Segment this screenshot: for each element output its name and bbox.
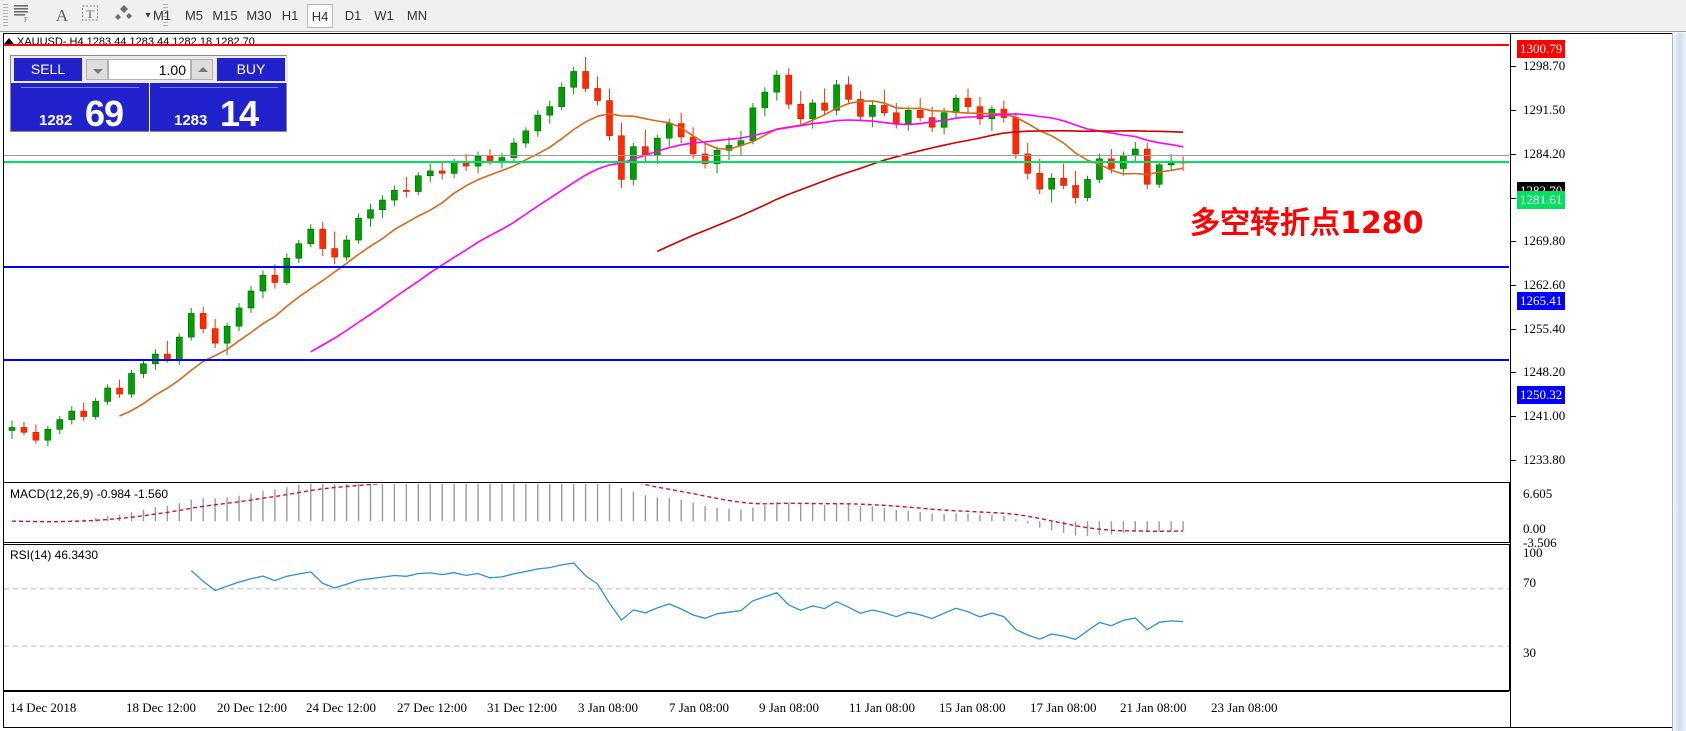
main-toolbar: F A T ▾ M1 M5 M15 M30 H1 H4 D1 W1 MN [0,0,1686,32]
time-tick-label: 23 Jan 08:00 [1211,700,1278,715]
rsi-scale-label: 30 [1523,645,1536,660]
time-tick-label: 31 Dec 12:00 [487,700,558,715]
price-tick-mark [1511,372,1516,374]
price-tick-label: 1291.50 [1523,101,1566,117]
rsi-scale-label: 100 [1523,545,1543,560]
price-tick-mark [1511,153,1516,155]
timeframe-m1[interactable]: M1 [152,8,172,23]
timeframe-d1[interactable]: D1 [344,8,362,23]
lot-size-input[interactable]: 1.00 [108,59,191,80]
buy-price-display[interactable]: 1283 14 [150,83,288,134]
price-tick-label: 1233.80 [1523,451,1566,467]
text-label-icon[interactable]: A [55,6,69,25]
sell-button[interactable]: SELL [14,58,82,81]
resistance-line-1300 [4,44,1509,46]
buy-button[interactable]: BUY [217,58,285,81]
vertical-scrollbar[interactable] [1672,33,1686,731]
trade-panel-divider [149,83,150,133]
rsi-scale-label: 70 [1523,575,1536,590]
timeframe-m15[interactable]: M15 [212,8,238,23]
price-tick-label: 1269.80 [1523,233,1566,249]
price-tick-label: 1241.00 [1523,407,1566,423]
price-scale[interactable]: 1298.701291.501284.201277.001269.801262.… [1510,34,1668,727]
chart-frame [3,33,1683,728]
time-scale: 14 Dec 2018 18 Dec 12:00 20 Dec 12:00 24 De… [4,691,1509,727]
toolbar-grip-2[interactable] [163,4,168,28]
price-badge-1265-41: 1265.41 [1517,292,1566,310]
sell-divider [21,87,139,88]
templates-icon[interactable] [113,3,139,29]
lot-increase-button[interactable] [191,59,213,80]
time-tick-label: 17 Jan 08:00 [1030,700,1097,715]
buy-divider [160,87,278,88]
svg-text:F: F [24,16,28,23]
support-line-1281 [4,161,1509,163]
price-tick-mark [1511,109,1516,111]
time-tick-label: 14 Dec 2018 [10,700,77,715]
price-badge-1300-79: 1300.79 [1517,40,1566,58]
support-line-1250 [4,359,1509,361]
sell-price-display[interactable]: 1282 69 [11,83,149,134]
timeframe-m5[interactable]: M5 [184,8,204,23]
time-tick-label: 18 Dec 12:00 [126,700,197,715]
timeframe-h4[interactable]: H4 [307,4,333,28]
current-price-line [4,155,1509,156]
price-tick-label: 1255.40 [1523,320,1566,336]
one-click-trading-panel: SELL 1.00 BUY 1282 69 1283 14 [10,55,288,134]
rsi-label: RSI(14) 46.3430 [10,548,99,562]
svg-text:T: T [86,7,94,21]
price-tick-mark [1511,284,1516,286]
timeframe-mn[interactable]: MN [406,8,428,23]
time-tick-label: 15 Jan 08:00 [939,700,1006,715]
trade-controls-row: SELL 1.00 BUY [11,56,288,83]
price-tick-mark [1511,415,1516,417]
price-tick-label: 1248.20 [1523,364,1566,380]
buy-price-integer: 1283 [174,112,208,129]
rsi-chart-svg [4,562,1509,647]
price-badge-1281-61: 1281.61 [1517,191,1566,209]
price-tick-mark [1511,241,1516,243]
time-tick-label: 11 Jan 08:00 [849,700,915,715]
macd-pane [4,484,1509,541]
collapse-triangle-icon[interactable] [4,38,14,44]
macd-scale-label: 6.605 [1523,486,1553,501]
timeframe-m30[interactable]: M30 [246,8,272,23]
time-tick-label: 20 Dec 12:00 [217,700,288,715]
time-tick-label: 24 Dec 12:00 [306,700,377,715]
timeframe-h1[interactable]: H1 [281,8,299,23]
price-tick-mark [1511,66,1516,67]
price-tick-mark [1511,328,1516,330]
chart-annotation-text: 多空转折点1280 [1190,206,1424,241]
time-tick-label: 7 Jan 08:00 [669,700,729,715]
price-tick-mark [1511,197,1516,199]
price-tick-mark [1511,459,1516,461]
chevron-down-icon[interactable]: ▾ [145,10,151,21]
sell-price-integer: 1282 [39,112,73,129]
macd-label: MACD(12,26,9) -0.984 -1.560 [10,487,169,501]
macd-pane-border [3,482,1510,543]
indicator-list-icon[interactable]: F [12,3,44,29]
price-tick-label: 1262.60 [1523,276,1566,292]
support-line-1265 [4,266,1509,268]
time-tick-label: 3 Jan 08:00 [578,700,638,715]
rsi-pane [4,546,1509,689]
rsi-pane-border [3,544,1510,691]
toolbar-grip-1[interactable] [3,4,8,28]
price-tick-label: 1298.70 [1523,58,1566,73]
time-tick-label: 9 Jan 08:00 [759,700,819,715]
time-tick-label: 21 Jan 08:00 [1120,700,1187,715]
lot-decrease-button[interactable] [86,59,108,80]
macd-scale-label: -3.506 [1523,535,1557,550]
timeframe-w1[interactable]: W1 [374,8,394,23]
text-box-icon[interactable]: T [80,3,108,29]
price-badge-1250-32: 1250.32 [1517,386,1566,404]
time-tick-label: 27 Dec 12:00 [397,700,468,715]
buy-price-pips: 14 [220,93,259,134]
macd-scale-label: 0.00 [1523,521,1546,536]
price-tick-label: 1284.20 [1523,145,1566,161]
sell-price-pips: 69 [85,93,124,134]
macd-chart-svg [11,484,1184,537]
